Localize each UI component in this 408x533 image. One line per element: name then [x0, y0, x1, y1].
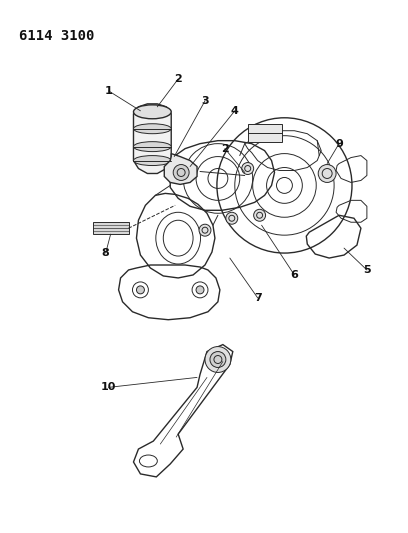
Circle shape: [226, 212, 238, 224]
Text: 8: 8: [102, 248, 110, 258]
FancyBboxPatch shape: [248, 124, 282, 142]
Text: 7: 7: [254, 293, 262, 303]
Text: 2: 2: [174, 74, 182, 84]
Text: 9: 9: [335, 139, 343, 149]
Text: 2: 2: [221, 143, 229, 154]
Text: 5: 5: [363, 265, 371, 275]
Ellipse shape: [133, 105, 171, 119]
Ellipse shape: [133, 156, 171, 166]
Ellipse shape: [133, 142, 171, 151]
Circle shape: [196, 286, 204, 294]
Text: 4: 4: [231, 106, 239, 116]
Circle shape: [173, 165, 189, 181]
Polygon shape: [133, 104, 171, 173]
Circle shape: [205, 346, 231, 373]
Circle shape: [318, 165, 336, 182]
Circle shape: [136, 286, 144, 294]
Circle shape: [254, 209, 266, 221]
Text: 6114 3100: 6114 3100: [19, 29, 95, 43]
Ellipse shape: [133, 124, 171, 134]
FancyBboxPatch shape: [93, 222, 129, 234]
Text: 6: 6: [290, 270, 298, 280]
Circle shape: [199, 224, 211, 236]
Text: 10: 10: [101, 382, 116, 392]
Circle shape: [210, 352, 226, 367]
Polygon shape: [164, 154, 197, 184]
Text: 3: 3: [201, 96, 209, 106]
Text: 1: 1: [105, 86, 113, 96]
Circle shape: [242, 163, 254, 174]
